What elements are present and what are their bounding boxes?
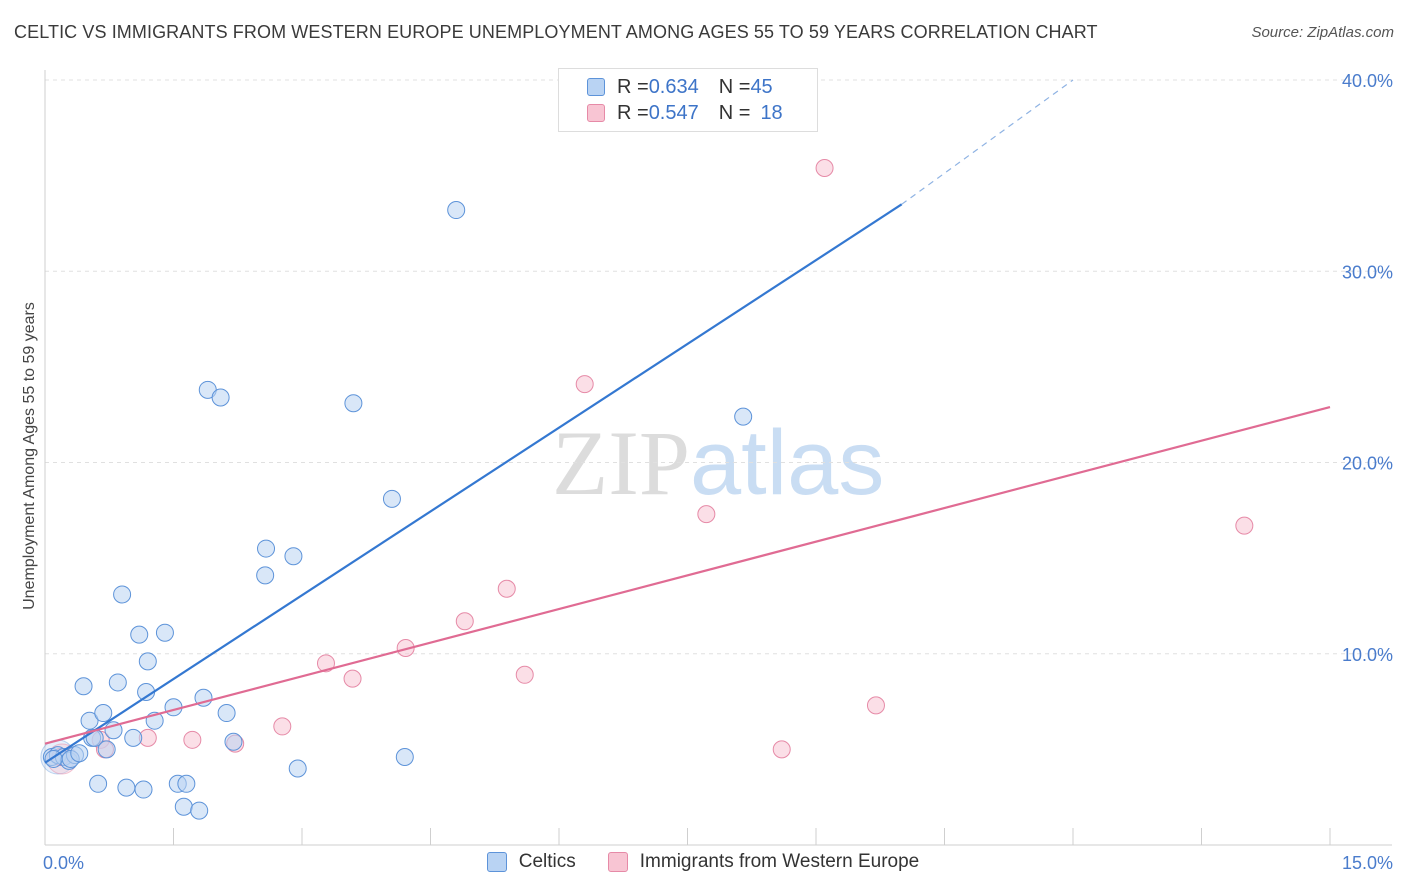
series-label-immigrants: Immigrants from Western Europe [639,851,920,872]
series-legend-celtics: Celtics [486,851,576,873]
immigrants-point [497,579,516,598]
legend-swatch-immigrants [587,104,605,122]
series-label-celtics: Celtics [518,851,576,872]
celtics-point [447,201,466,220]
legend-r-value-celtics: 0.634 [648,75,699,98]
series-swatch-immigrants [607,852,628,872]
legend-swatch-celtics [587,78,605,96]
celtics-point [70,744,89,763]
celtics-point [124,728,143,747]
immigrants-point [815,158,834,177]
chart-title: CELTIC VS IMMIGRANTS FROM WESTERN EUROPE… [14,22,1098,42]
celtics-point [256,566,275,585]
watermark: ZIPatlas [552,410,884,516]
immigrants-point [575,375,594,394]
y-tick-label: 40.0% [1342,71,1393,91]
immigrants-point [455,612,474,631]
legend-r-value-immigrants: 0.547 [648,101,699,124]
immigrants-point [183,730,202,749]
series-legend: Celtics Immigrants from Western Europe [0,851,1406,873]
celtics-point [190,801,209,820]
celtics-point [224,732,243,751]
immigrants-point [273,717,292,736]
series-legend-immigrants: Immigrants from Western Europe [607,851,920,873]
legend-row-immigrants: R = 0.547 N = 18 [587,101,783,125]
legend-n-value-celtics: 45 [750,75,773,98]
celtics-point [257,539,276,558]
celtics-point [80,711,99,730]
x-tick-label: 15.0% [1342,853,1393,873]
source-label: Source: ZipAtlas.com [1251,24,1394,41]
immigrants-point [697,505,716,524]
celtics-point [217,704,236,723]
y-tick-label: 10.0% [1342,645,1393,665]
celtics-point [138,652,157,671]
celtics-point [284,547,303,566]
celtics-point [74,677,93,696]
legend-n-label: N = [718,75,751,98]
legend-n-label: N = [718,101,751,124]
immigrants-point [515,665,534,684]
celtics-point [211,388,230,407]
celtics-point [108,673,127,692]
celtics-trendline-extension [901,79,1074,205]
immigrants-point [1235,516,1254,535]
celtics-point [89,774,108,793]
celtics-point [134,780,153,799]
y-tick-label: 30.0% [1342,262,1393,282]
celtics-point [734,407,753,426]
immigrants-point [866,696,885,715]
x-tick-label: 0.0% [43,853,84,873]
celtics-trendline [44,203,903,764]
immigrants-point [772,740,791,759]
celtics-point [395,748,414,767]
celtics-point [174,797,193,816]
celtics-point [288,759,307,778]
correlation-legend: R = 0.634 N = 45 R = 0.547 N = 18 [558,68,818,132]
legend-r-label: R = [617,101,649,124]
legend-r-label: R = [617,75,649,98]
celtics-point [382,489,401,508]
immigrants-trendline [44,405,1331,745]
celtics-point [117,778,136,797]
celtics-point [155,623,174,642]
celtics-point [177,774,196,793]
celtics-point [113,585,132,604]
legend-row-celtics: R = 0.634 N = 45 [587,75,773,99]
celtics-point [344,394,363,413]
immigrants-point [316,654,335,673]
legend-n-value-immigrants: 18 [760,101,783,124]
watermark-atlas: atlas [690,412,885,514]
celtics-point [130,625,149,644]
y-tick-label: 20.0% [1342,454,1393,474]
celtics-point [97,740,116,759]
series-swatch-celtics [486,852,507,872]
celtics-point [94,704,113,723]
immigrants-point [343,669,362,688]
